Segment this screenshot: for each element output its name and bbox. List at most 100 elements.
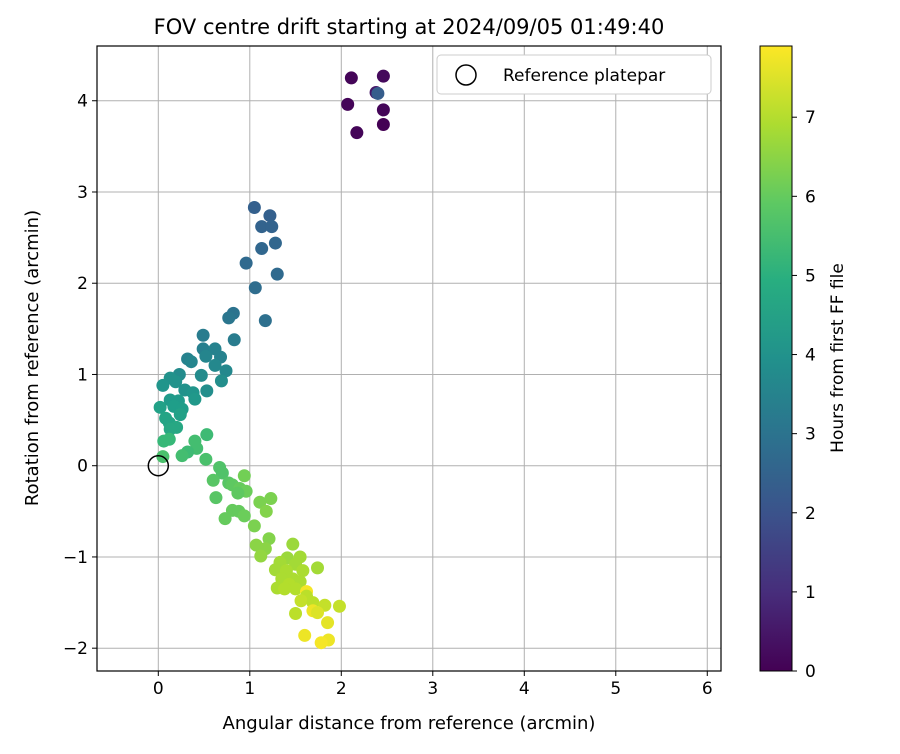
data-point <box>156 378 170 392</box>
data-point <box>153 400 167 414</box>
data-point <box>371 86 385 100</box>
data-point <box>237 469 251 483</box>
colorbar-tick-label: 4 <box>805 346 816 366</box>
data-point <box>259 504 273 518</box>
data-point <box>376 117 390 131</box>
colorbar-tick-label: 7 <box>805 108 816 128</box>
legend-box <box>436 54 712 95</box>
data-point <box>268 563 282 577</box>
data-point <box>311 561 325 575</box>
data-point <box>255 220 269 234</box>
x-tick-label: 6 <box>702 679 713 699</box>
data-point <box>376 103 390 117</box>
data-point <box>194 368 208 382</box>
colorbar-tick-label: 1 <box>805 583 816 603</box>
x-tick-label: 1 <box>244 679 255 699</box>
data-point <box>239 256 253 270</box>
colorbar-label: Hours from first FF file <box>828 263 848 453</box>
colorbar-tick-label: 2 <box>805 504 816 524</box>
data-point <box>200 384 214 398</box>
data-point <box>222 311 236 325</box>
data-point <box>341 97 355 111</box>
data-point <box>254 549 268 563</box>
colorbar-ticks: 0 1 2 3 4 5 6 7 <box>792 108 816 682</box>
chart-title: FOV centre drift starting at 2024/09/05 … <box>154 15 665 39</box>
colorbar-tick-label: 5 <box>805 266 816 286</box>
colorbar-tick-label: 0 <box>805 662 816 682</box>
data-point <box>175 449 189 463</box>
data-point <box>208 358 222 372</box>
colorbar-tick-label: 6 <box>805 187 816 207</box>
data-point <box>350 126 364 140</box>
data-point <box>247 519 261 533</box>
data-point <box>157 434 171 448</box>
x-tick-label: 4 <box>519 679 530 699</box>
colorbar: 0 1 2 3 4 5 6 7 Hours from first FF file <box>759 45 848 682</box>
data-point <box>184 355 198 369</box>
data-point <box>247 200 261 214</box>
reference-marker-group <box>147 454 170 477</box>
x-tick-label: 2 <box>336 679 347 699</box>
data-point <box>278 582 292 596</box>
data-point <box>169 375 183 389</box>
y-axis-label: Rotation from reference (arcmin) <box>22 210 43 506</box>
data-point <box>199 452 213 466</box>
data-point <box>268 236 282 250</box>
data-point <box>173 408 187 422</box>
data-point <box>321 616 335 630</box>
data-point <box>227 333 241 347</box>
data-point <box>218 512 232 526</box>
legend-marker-icon <box>455 64 477 86</box>
colorbar-gradient <box>759 45 793 672</box>
data-point <box>196 328 210 342</box>
data-point <box>163 422 177 436</box>
reference-platepar-marker <box>147 454 170 477</box>
y-tick-label: 3 <box>77 183 88 203</box>
y-tick-label: 0 <box>77 457 88 477</box>
data-point <box>258 314 272 328</box>
data-point <box>286 537 300 551</box>
data-point <box>263 209 277 223</box>
data-point <box>200 428 214 442</box>
x-axis-label: Angular distance from reference (arcmin) <box>223 713 596 734</box>
x-tick-label: 3 <box>427 679 438 699</box>
data-point <box>231 486 245 500</box>
legend: Reference platepar <box>436 54 712 95</box>
data-point <box>209 491 223 505</box>
data-point <box>376 69 390 83</box>
legend-label: Reference platepar <box>503 66 665 86</box>
data-point <box>265 220 279 234</box>
y-tick-label: −1 <box>63 548 88 568</box>
data-point <box>270 267 284 281</box>
data-point <box>206 473 220 487</box>
data-point <box>344 71 358 85</box>
data-points <box>153 69 390 650</box>
y-tick-label: −2 <box>63 639 88 659</box>
data-point <box>219 364 233 378</box>
data-point <box>298 628 312 642</box>
data-point <box>253 495 267 509</box>
data-point <box>264 492 278 506</box>
data-point <box>188 392 202 406</box>
x-axis-ticks: 0 1 2 3 4 5 6 <box>153 671 713 699</box>
x-tick-label: 0 <box>153 679 164 699</box>
data-point <box>289 607 303 621</box>
data-point <box>248 281 262 295</box>
data-point <box>255 242 269 256</box>
data-point <box>214 374 228 388</box>
data-point <box>199 349 213 363</box>
data-point <box>215 466 229 480</box>
colorbar-tick-label: 3 <box>805 425 816 445</box>
data-point <box>294 594 308 608</box>
data-point <box>332 599 346 613</box>
y-tick-label: 1 <box>77 365 88 385</box>
data-point <box>289 582 303 596</box>
data-point <box>296 564 310 578</box>
data-point <box>237 509 251 523</box>
data-point <box>311 606 325 620</box>
data-point <box>262 532 276 546</box>
y-axis-ticks: −2 −1 0 1 2 3 4 <box>63 92 97 659</box>
y-tick-label: 4 <box>77 92 88 112</box>
